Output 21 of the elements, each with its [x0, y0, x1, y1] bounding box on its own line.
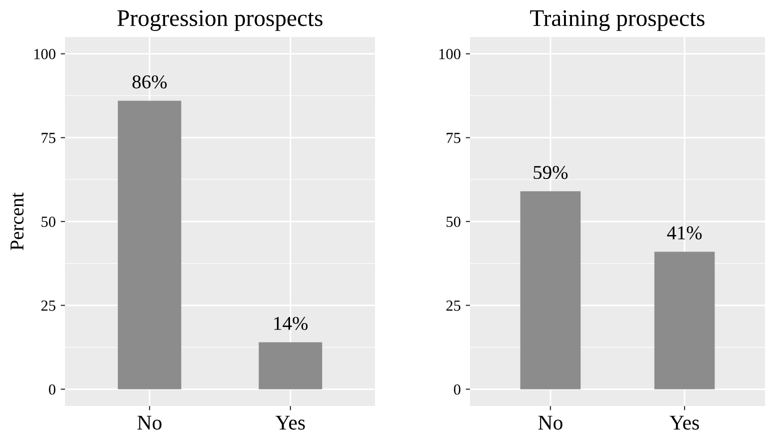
y-tick-label: 75 [42, 132, 56, 144]
x-tick-label: No [137, 416, 162, 430]
x-tick-label: No [538, 416, 562, 430]
x-tick-label: Yes [670, 416, 699, 430]
chart-title: Progression prospects [117, 10, 322, 31]
y-tick-label: 25 [41, 300, 56, 311]
y-tick-label: 100 [439, 48, 460, 60]
data-label: 86% [132, 75, 167, 89]
data-label: 41% [667, 226, 702, 240]
x-tick-label: Yes [276, 416, 305, 430]
data-label: 59% [534, 166, 568, 180]
y-axis-title: Percent [10, 192, 24, 250]
y-tick-label: 50 [446, 216, 460, 227]
y-tick-label: 0 [48, 384, 56, 395]
y-tick-label: 100 [34, 48, 56, 60]
y-tick-label: 25 [446, 300, 460, 311]
y-tick-label: 50 [42, 216, 56, 227]
data-label: 14% [274, 316, 308, 330]
y-tick-label: 75 [446, 132, 460, 144]
chart-title: Training prospects [530, 10, 704, 31]
y-tick-label: 0 [454, 384, 460, 395]
